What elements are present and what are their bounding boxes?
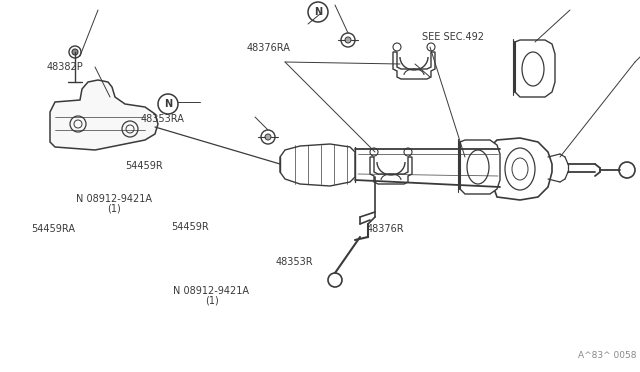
- Circle shape: [265, 134, 271, 140]
- Text: 48376R: 48376R: [366, 224, 404, 234]
- Polygon shape: [515, 40, 555, 97]
- Text: 54459R: 54459R: [125, 161, 163, 170]
- Circle shape: [345, 37, 351, 43]
- Text: 48382P: 48382P: [46, 62, 83, 72]
- Text: N 08912-9421A: N 08912-9421A: [76, 194, 152, 204]
- Polygon shape: [393, 52, 435, 79]
- Text: SEE SEC.492: SEE SEC.492: [422, 32, 484, 42]
- Text: 54459RA: 54459RA: [31, 224, 75, 234]
- Text: (1): (1): [205, 296, 218, 305]
- Polygon shape: [370, 157, 412, 184]
- Polygon shape: [280, 144, 355, 186]
- Text: 48376RA: 48376RA: [246, 44, 291, 53]
- Circle shape: [72, 49, 78, 55]
- Text: N: N: [314, 7, 322, 17]
- Text: 54459R: 54459R: [172, 222, 209, 232]
- Polygon shape: [460, 140, 500, 194]
- Text: 48353RA: 48353RA: [141, 114, 185, 124]
- Text: N 08912-9421A: N 08912-9421A: [173, 286, 249, 296]
- Text: 48353R: 48353R: [275, 257, 313, 267]
- Polygon shape: [50, 80, 158, 150]
- Polygon shape: [488, 138, 552, 200]
- Text: (1): (1): [108, 203, 121, 213]
- Text: N: N: [164, 99, 172, 109]
- Text: A^83^ 0058: A^83^ 0058: [579, 351, 637, 360]
